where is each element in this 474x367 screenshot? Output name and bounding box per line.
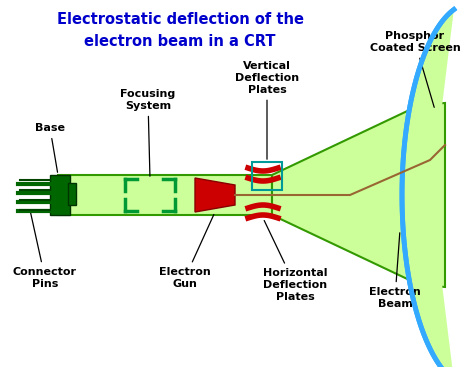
- Text: Focusing
System: Focusing System: [120, 89, 176, 176]
- Polygon shape: [195, 178, 235, 212]
- Text: Base: Base: [35, 123, 65, 172]
- Text: electron beam in a CRT: electron beam in a CRT: [84, 34, 276, 49]
- Bar: [252, 162, 282, 190]
- Text: Horizontal
Deflection
Plates: Horizontal Deflection Plates: [263, 221, 327, 302]
- Polygon shape: [402, 10, 454, 367]
- Bar: [50, 175, 70, 215]
- Text: Phosphor
Coated Screen: Phosphor Coated Screen: [370, 31, 460, 107]
- Text: Connector
Pins: Connector Pins: [13, 213, 77, 289]
- Text: Electron
Gun: Electron Gun: [159, 215, 214, 289]
- Text: Vertical
Deflection
Plates: Vertical Deflection Plates: [235, 61, 299, 159]
- Bar: [68, 183, 76, 205]
- Bar: [58, 175, 272, 215]
- Polygon shape: [272, 103, 445, 287]
- Text: Electron
Beam: Electron Beam: [369, 233, 421, 309]
- Text: Electrostatic deflection of the: Electrostatic deflection of the: [56, 12, 304, 27]
